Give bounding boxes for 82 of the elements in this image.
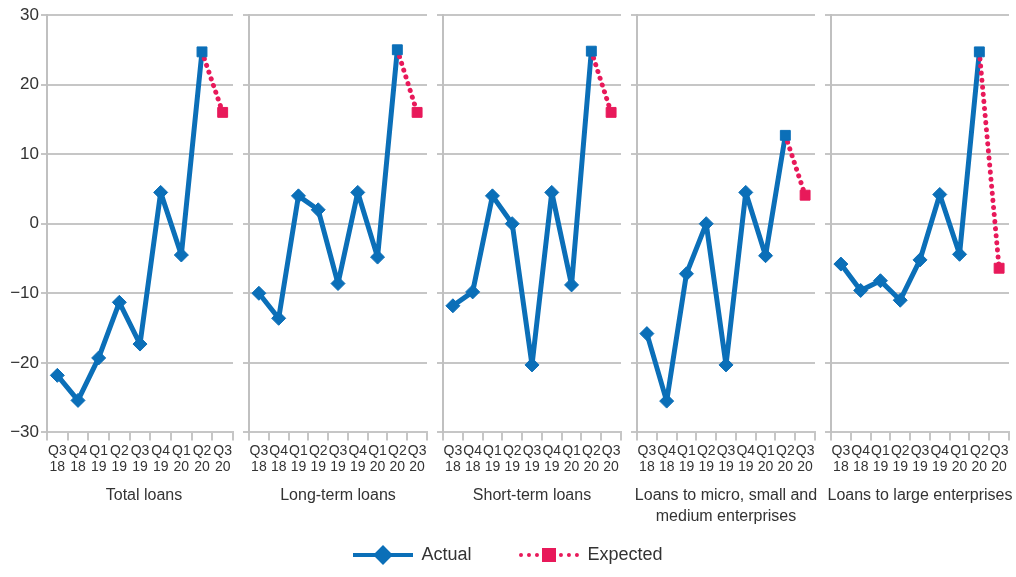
x-tick-label: Q2 19 [502, 441, 522, 475]
x-tick-label: Q4 18 [851, 441, 871, 475]
y-tick-label: −30 [10, 422, 39, 442]
point [993, 262, 1005, 274]
x-axis-title: Total loans [104, 485, 184, 505]
y-tick-label: 20 [20, 74, 39, 94]
x-tick-label: Q4 19 [736, 441, 756, 475]
x-tick-label: Q4 18 [269, 441, 289, 475]
x-tick-label: Q3 19 [716, 441, 736, 475]
point [411, 106, 423, 118]
point [853, 282, 869, 298]
x-tick-label: Q3 18 [831, 441, 851, 475]
x-axis-title: Short-term loans [471, 485, 593, 505]
point [251, 285, 267, 301]
x-tick-label: Q1 20 [562, 441, 582, 475]
x-tick-label: Q2 19 [890, 441, 910, 475]
x-tick-label: Q2 20 [969, 441, 989, 475]
x-tick-label: Q3 19 [130, 441, 150, 475]
y-tick-label: 10 [20, 143, 39, 163]
point [111, 294, 127, 310]
point [70, 392, 86, 408]
y-tick-label: −10 [10, 282, 39, 302]
point [445, 298, 461, 314]
point [678, 266, 694, 282]
x-tick-label: Q3 19 [910, 441, 930, 475]
point [91, 350, 107, 366]
point [504, 216, 520, 232]
x-tick-label: Q1 19 [89, 441, 109, 475]
x-tick-label: Q4 19 [542, 441, 562, 475]
point [892, 292, 908, 308]
x-tick-label: Q2 19 [696, 441, 716, 475]
x-tick-label: Q1 19 [483, 441, 502, 475]
x-tick-label: Q3 18 [249, 441, 269, 475]
x-tick-label: Q4 18 [657, 441, 677, 475]
point [49, 367, 65, 383]
point [310, 202, 326, 218]
x-tick-label: Q2 20 [192, 441, 212, 475]
point [639, 326, 655, 342]
x-tick-label: Q1 19 [871, 441, 890, 475]
point [833, 256, 849, 272]
x-tick-label: Q3 20 [601, 441, 621, 475]
x-tick-label: Q2 20 [775, 441, 795, 475]
legend-label: Expected [587, 544, 663, 565]
x-tick-label: Q3 19 [328, 441, 348, 475]
x-tick-label: Q4 19 [151, 441, 171, 475]
x-tick-label: Q2 19 [308, 441, 328, 475]
x-tick-label: Q4 18 [463, 441, 483, 475]
y-tick-label: 30 [20, 4, 39, 24]
point [217, 106, 229, 118]
x-tick-label: Q3 20 [407, 441, 427, 475]
x-tick-label: Q1 19 [677, 441, 696, 475]
x-tick-label: Q1 20 [950, 441, 970, 475]
x-axis-title: Loans to micro, small and medium enterprises [633, 485, 819, 526]
x-tick-label: Q3 18 [443, 441, 463, 475]
x-axis-title: Long-term loans [279, 485, 397, 505]
point [799, 189, 811, 201]
x-tick-label: Q3 19 [522, 441, 542, 475]
point [912, 252, 928, 268]
x-tick-label: Q3 18 [47, 441, 67, 475]
x-tick-label: Q3 20 [213, 441, 233, 475]
x-tick-label: Q4 19 [348, 441, 368, 475]
x-tick-label: Q3 20 [795, 441, 815, 475]
x-tick-label: Q1 20 [171, 441, 191, 475]
x-tick-label: Q2 20 [581, 441, 601, 475]
x-tick-label: Q3 20 [989, 441, 1009, 475]
legend-label: Actual [421, 544, 472, 565]
y-tick-label: −20 [10, 352, 39, 372]
point [465, 284, 481, 300]
x-tick-label: Q3 18 [637, 441, 657, 475]
x-tick-label: Q1 20 [368, 441, 388, 475]
x-tick-label: Q2 19 [109, 441, 129, 475]
x-tick-label: Q4 19 [930, 441, 950, 475]
point [484, 188, 500, 204]
x-axis-title: Loans to large enterprises [826, 485, 1014, 505]
x-tick-label: Q4 18 [68, 441, 88, 475]
y-tick-label: 0 [29, 213, 39, 233]
point [872, 273, 888, 289]
point [290, 188, 306, 204]
x-tick-label: Q1 20 [756, 441, 776, 475]
x-tick-label: Q2 20 [387, 441, 407, 475]
point [605, 106, 617, 118]
x-tick-label: Q1 19 [289, 441, 308, 475]
